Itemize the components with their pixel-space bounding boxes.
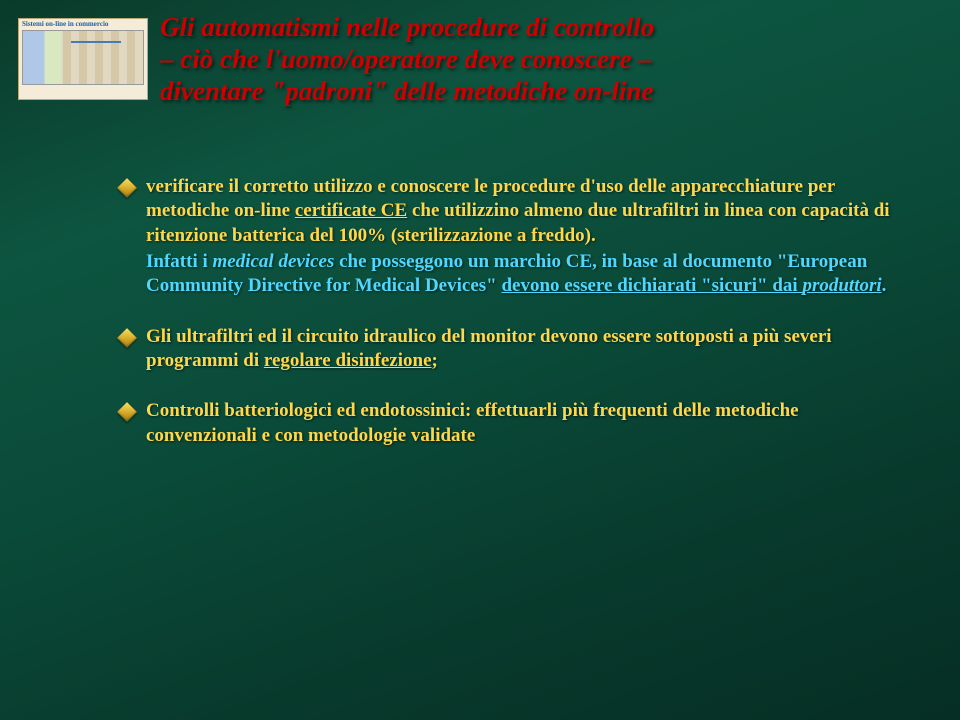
bullet-text: Controlli batteriologici ed endotossinic…	[146, 399, 900, 448]
bullet-diamond-icon	[117, 402, 137, 422]
bullet-item: verificare il corretto utilizzo e conosc…	[120, 175, 900, 299]
bullet-diamond-icon	[117, 178, 137, 198]
bullet-diamond-icon	[117, 328, 137, 348]
bullet-text: verificare il corretto utilizzo e conosc…	[146, 175, 900, 299]
bullet-item: Controlli batteriologici ed endotossinic…	[120, 399, 900, 448]
slide-body: verificare il corretto utilizzo e conosc…	[120, 175, 900, 474]
bullet-item: Gli ultrafiltri ed il circuito idraulico…	[120, 325, 900, 374]
thumbnail-diagram	[22, 30, 144, 85]
slide-title-block: Gli automatismi nelle procedure di contr…	[160, 12, 920, 108]
bullet-subtext: Infatti i medical devices che posseggono…	[146, 250, 900, 299]
thumbnail-caption: Sistemi on-line in commercio	[22, 21, 144, 29]
sidebar-thumbnail: Sistemi on-line in commercio	[18, 18, 148, 100]
bullet-text: Gli ultrafiltri ed il circuito idraulico…	[146, 325, 900, 374]
slide-title: Gli automatismi nelle procedure di contr…	[160, 12, 920, 108]
